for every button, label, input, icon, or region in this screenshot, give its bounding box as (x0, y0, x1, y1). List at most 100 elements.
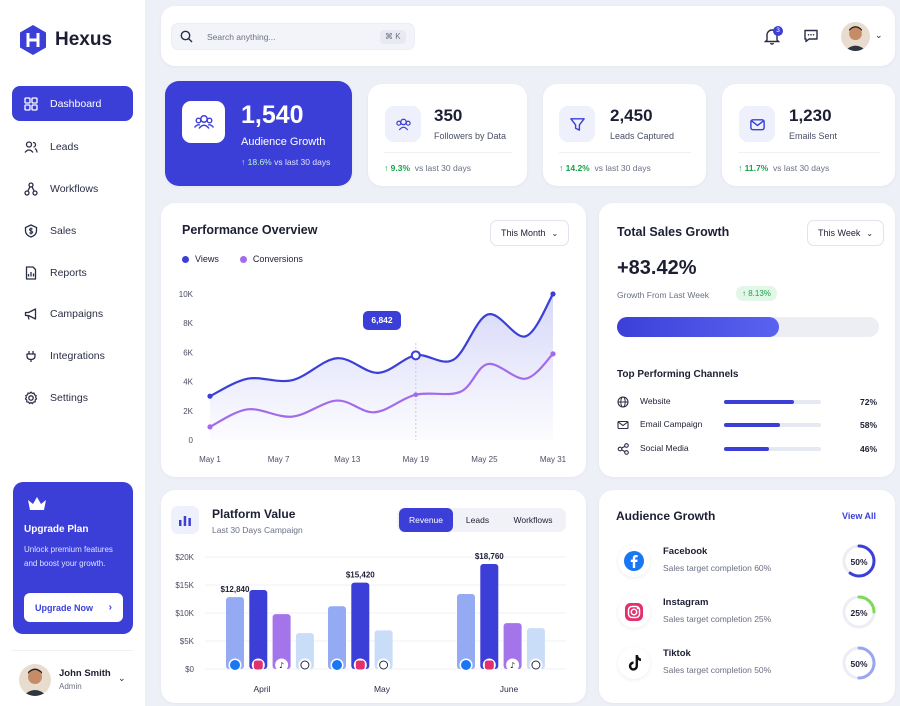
divider (384, 152, 512, 153)
tab-revenue[interactable]: Revenue (399, 508, 453, 532)
search-shortcut: ⌘ K (380, 30, 406, 44)
channel-bar-fill (724, 400, 794, 404)
arrow-up-icon: ↑ (738, 163, 743, 173)
sidebar-item-dashboard[interactable]: Dashboard (12, 86, 133, 121)
mail-icon (739, 106, 775, 142)
bar-value-label: $18,760 (475, 552, 504, 561)
chevron-down-icon: ⌄ (866, 228, 874, 238)
kpi-value: 2,450 (610, 106, 653, 125)
upgrade-now-button[interactable]: Upgrade Now › (24, 593, 123, 622)
bar-web[interactable] (295, 633, 314, 669)
sidebar-item-label: Settings (50, 391, 88, 404)
x-tick-label: May 19 (403, 455, 430, 464)
tab-workflows[interactable]: Workflows (513, 515, 553, 525)
channel-row: Social Media 46% (617, 442, 879, 456)
legend-conversions: Conversions (252, 254, 303, 264)
progress-ring (842, 595, 876, 629)
kpi-card-leads: 2,450 Leads Captured ↑ 14.2% vs last 30 … (543, 84, 706, 186)
y-tick-label: $20K (175, 553, 194, 562)
avatar[interactable] (841, 22, 870, 51)
progress-ring-label: 50% (850, 557, 868, 567)
bar-facebook[interactable] (457, 593, 475, 669)
card-title: Total Sales Growth (617, 225, 730, 239)
chevron-right-icon: › (108, 602, 112, 613)
range-dropdown[interactable]: This Week ⌄ (807, 220, 885, 246)
sidebar-item-leads[interactable]: Leads (12, 129, 133, 164)
chevron-down-icon[interactable]: ⌄ (118, 673, 126, 683)
bar-value-label: $15,420 (346, 571, 375, 580)
x-tick-label: May 1 (199, 455, 221, 464)
channel-percent: 46% (859, 444, 877, 454)
sidebar-item-campaigns[interactable]: Campaigns (12, 296, 133, 331)
sidebar: Hexus Dashboard Leads Workflows Sales Report… (0, 0, 145, 706)
growth-badge: ↑ 8.13% (736, 286, 777, 301)
chat-icon[interactable] (803, 28, 819, 44)
tiktok-icon (275, 658, 289, 672)
kpi-label: Followers by Data (434, 131, 507, 141)
platform-tabs: Revenue Leads Workflows (397, 508, 566, 532)
x-tick-label: May 31 (540, 455, 567, 464)
channel-row: Website 72% (617, 395, 879, 409)
progress-ring (842, 646, 876, 680)
bar-facebook[interactable] (328, 606, 346, 669)
bar-tiktok[interactable] (272, 614, 291, 669)
bar-web[interactable] (374, 630, 393, 669)
tiktok-icon (618, 647, 650, 679)
chevron-down-icon[interactable]: ⌄ (875, 30, 883, 40)
sidebar-item-sales[interactable]: Sales (12, 213, 133, 248)
arrow-up-icon: ↑ (559, 163, 564, 173)
bar-facebook[interactable] (226, 597, 244, 669)
sidebar-item-reports[interactable]: Reports (12, 255, 133, 290)
x-tick-label: May 13 (334, 455, 361, 464)
divider (12, 650, 133, 651)
progress-ring-label: 50% (850, 659, 868, 669)
sales-progress-track (617, 317, 879, 337)
channel-name: Social Media (640, 443, 689, 453)
share-icon (617, 443, 629, 455)
sidebar-item-workflows[interactable]: Workflows (12, 171, 133, 206)
line-chart: 0 2K 4K 6K 8K 10K May 1 May 7 May 13 May 19 May 25… (179, 290, 567, 464)
gear-icon (24, 390, 38, 405)
line-end-point (550, 351, 556, 357)
performance-overview-card: Performance Overview This Month ⌄ Views C… (161, 203, 586, 477)
progress-ring-fill (842, 544, 876, 578)
users-icon (385, 106, 421, 142)
bar-instagram[interactable] (249, 590, 268, 669)
view-all-link[interactable]: View All (842, 511, 877, 521)
upgrade-text-1: Unlock premium features (24, 545, 113, 554)
card-title: Audience Growth (616, 509, 716, 523)
kpi-delta: ↑ 18.6% vs last 30 days (241, 157, 331, 167)
sales-growth-value: +83.42% (617, 257, 697, 279)
range-dropdown[interactable]: This Month ⌄ (490, 220, 570, 246)
sidebar-item-settings[interactable]: Settings (12, 380, 133, 415)
kpi-delta: ↑ 14.2% vs last 30 days (559, 163, 651, 173)
x-tick-label: May 25 (471, 455, 498, 464)
search-input[interactable]: Search anything... ⌘ K (171, 23, 415, 50)
tiktok-icon-glyph: ♪ (279, 661, 284, 670)
bar-chart-icon (171, 506, 199, 534)
card-title: Performance Overview (182, 223, 318, 237)
bar-instagram[interactable] (351, 582, 370, 669)
tab-leads[interactable]: Leads (465, 515, 490, 525)
dollar-icon (24, 223, 38, 238)
sidebar-item-integrations[interactable]: Integrations (12, 338, 133, 373)
search-placeholder: Search anything... (207, 32, 276, 42)
highlight-point[interactable] (410, 350, 421, 361)
x-tick-label: May 7 (268, 455, 290, 464)
bar-web[interactable] (526, 628, 545, 669)
bar-instagram[interactable] (480, 563, 499, 669)
avatar[interactable] (19, 664, 51, 696)
kpi-label: Audience Growth (241, 136, 326, 148)
sales-progress-fill (617, 317, 780, 337)
bar-tiktok[interactable] (503, 623, 522, 669)
globe-icon-glyph (379, 660, 389, 670)
line-end-point (207, 424, 213, 430)
facebook-icon (618, 545, 650, 577)
filter-icon (559, 106, 595, 142)
x-tick-label: April (253, 684, 270, 694)
y-tick-label: 10K (179, 290, 194, 299)
card-title: Platform Value (212, 507, 296, 521)
tiktok-icon-glyph: ♪ (510, 661, 515, 670)
kpi-value: 350 (434, 106, 463, 125)
chart-legend: Views Conversions (182, 254, 303, 264)
